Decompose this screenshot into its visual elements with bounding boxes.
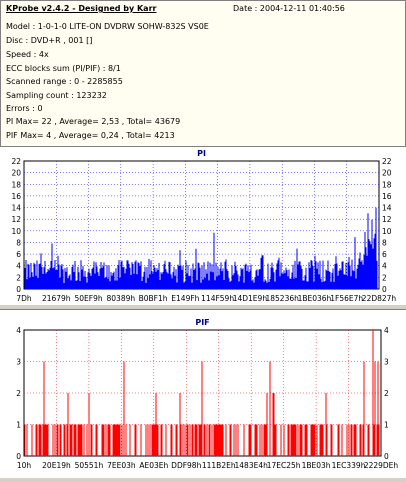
pif-xtick: 7EE03h bbox=[107, 461, 136, 470]
pif-ytick-right: 0 bbox=[384, 452, 389, 461]
pi-xtick: 1F56E7h bbox=[330, 294, 363, 303]
speed-line: Speed : 4x bbox=[6, 50, 49, 59]
pi-bars bbox=[24, 207, 378, 289]
pi-ytick-right: 0 bbox=[382, 285, 387, 294]
pif-ytick-right: 4 bbox=[384, 326, 389, 335]
pif-xtick: 111B2Eh bbox=[202, 461, 236, 470]
pi-ytick-right: 14 bbox=[382, 204, 392, 213]
pi-xtick: 185236h bbox=[265, 294, 299, 303]
pif-xtick: 10h bbox=[17, 461, 32, 470]
model-line: Model : 1-0-1-0 LITE-ON DVDRW SOHW-832S … bbox=[6, 22, 209, 31]
pif-chart: PIF 0 0 1 1 2 2 3 3 4 4 10h 20E19h 50551h 7EE03h AE03Eh… bbox=[16, 318, 399, 470]
pif-xtick: 1EC339h bbox=[332, 461, 366, 470]
disc-line: Disc : DVD+R , 001 [] bbox=[6, 36, 93, 45]
pi-xtick: 14D1E9h bbox=[233, 294, 268, 303]
pi-ytick-right: 18 bbox=[382, 180, 392, 189]
pi-xtick: 22D827h bbox=[362, 294, 397, 303]
pi-chart-panel: PI 0 0 2 2 4 4 6 6 8 8 10 10 12 12 14 14 16 16 18 18 20 20 22 22… bbox=[0, 146, 406, 305]
app-title: KProbe v2.4.2 - Designed by Karr bbox=[6, 4, 157, 13]
pif-chart-title: PIF bbox=[195, 318, 209, 327]
pi-ytick-right: 22 bbox=[382, 157, 392, 166]
pif-ytick-left: 3 bbox=[16, 358, 21, 367]
pi-xtick: 80389h bbox=[107, 294, 136, 303]
pif-ytick-right: 2 bbox=[384, 389, 389, 398]
pif-ytick-left: 1 bbox=[16, 421, 21, 430]
pi-ytick-left: 4 bbox=[16, 262, 21, 271]
pi-ytick-right: 20 bbox=[382, 169, 392, 178]
pi-xtick: E149Fh bbox=[171, 294, 199, 303]
pi-ytick-left: 0 bbox=[16, 285, 21, 294]
pif-ytick-right: 3 bbox=[384, 358, 389, 367]
pi-ytick-right: 12 bbox=[382, 215, 392, 224]
pi-xtick: 7Dh bbox=[16, 294, 32, 303]
pif-bars bbox=[24, 330, 380, 456]
pif-ytick-right: 1 bbox=[384, 421, 389, 430]
pi-ytick-left: 20 bbox=[11, 169, 21, 178]
pif-bar-trace bbox=[24, 361, 380, 456]
pi-ytick-left: 8 bbox=[16, 238, 21, 247]
pi-ytick-right: 6 bbox=[382, 250, 387, 259]
sampling-count-line: Sampling count : 123232 bbox=[6, 91, 107, 100]
pi-bar-trace bbox=[24, 207, 378, 289]
pi-ytick-left: 22 bbox=[11, 157, 21, 166]
pi-ytick-left: 12 bbox=[11, 215, 21, 224]
scanned-range-line: Scanned range : 0 - 2285855 bbox=[6, 77, 123, 86]
pif-xtick: 50551h bbox=[75, 461, 104, 470]
pi-chart-title: PI bbox=[197, 149, 206, 158]
pi-ytick-right: 2 bbox=[382, 273, 387, 282]
pif-xtick: 1BE03h bbox=[302, 461, 331, 470]
pif-summary-line: PIF Max= 4 , Average= 0,24 , Total= 4213 bbox=[6, 131, 175, 140]
pi-ytick-left: 6 bbox=[16, 250, 21, 259]
pi-xtick: 21679h bbox=[42, 294, 71, 303]
pi-ytick-left: 16 bbox=[11, 192, 21, 201]
pi-xtick: 50EF9h bbox=[74, 294, 102, 303]
pif-xtick: 20E19h bbox=[42, 461, 71, 470]
pif-xtick: DDF98h bbox=[171, 461, 201, 470]
pi-xtick: 114F59h bbox=[201, 294, 234, 303]
pi-ytick-right: 10 bbox=[382, 227, 392, 236]
pi-summary-line: PI Max= 22 , Average= 2,53 , Total= 4367… bbox=[6, 117, 181, 126]
pif-ytick-left: 0 bbox=[16, 452, 21, 461]
scan-date: Date : 2004-12-11 01:40:56 bbox=[233, 4, 345, 13]
errors-line: Errors : 0 bbox=[6, 104, 43, 113]
pif-xtick: 17EC25h bbox=[267, 461, 301, 470]
pi-ytick-left: 18 bbox=[11, 180, 21, 189]
pif-xtick: 2229DEh bbox=[364, 461, 399, 470]
pi-ytick-right: 16 bbox=[382, 192, 392, 201]
pif-chart-panel: PIF 0 0 1 1 2 2 3 3 4 4 10h 20E19h 50551h 7EE03h AE03Eh… bbox=[0, 309, 406, 478]
pif-xtick: AE03Eh bbox=[139, 461, 168, 470]
pi-ytick-right: 8 bbox=[382, 238, 387, 247]
pi-xtick: B0BF1h bbox=[139, 294, 168, 303]
pif-xtick: 1483E4h bbox=[235, 461, 269, 470]
pi-ytick-left: 14 bbox=[11, 204, 21, 213]
pif-ytick-left: 2 bbox=[16, 389, 21, 398]
pif-ytick-left: 4 bbox=[16, 326, 21, 335]
pi-xtick: 1BE036h bbox=[298, 294, 332, 303]
ecc-line: ECC blocks sum (PI/PIF) : 8/1 bbox=[6, 64, 121, 73]
info-panel: KProbe v2.4.2 - Designed by Karr Date : … bbox=[0, 0, 406, 147]
pi-ytick-left: 10 bbox=[11, 227, 21, 236]
pi-ytick-left: 2 bbox=[16, 273, 21, 282]
pi-ytick-right: 4 bbox=[382, 262, 387, 271]
